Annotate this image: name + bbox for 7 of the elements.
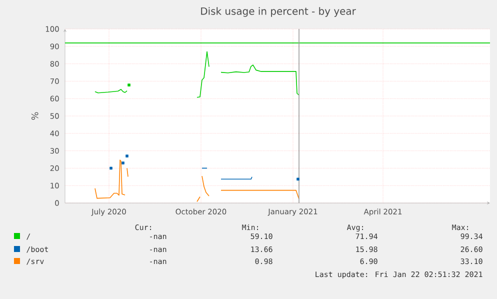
point <box>128 84 130 86</box>
point <box>296 178 300 181</box>
chart-title: Disk usage in percent - by year <box>201 7 356 17</box>
point <box>126 154 128 158</box>
y-axis-title: % <box>31 112 38 120</box>
point <box>122 162 124 164</box>
point <box>110 166 112 170</box>
